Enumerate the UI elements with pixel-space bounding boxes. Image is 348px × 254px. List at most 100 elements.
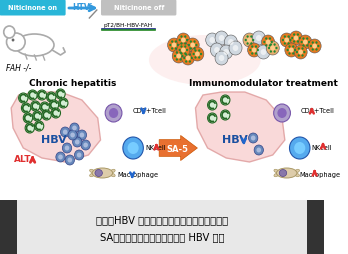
Circle shape [65,146,69,151]
Circle shape [310,45,312,47]
Circle shape [284,38,289,42]
Circle shape [248,43,261,57]
Circle shape [248,133,258,143]
FancyArrowPatch shape [159,135,197,161]
Circle shape [287,35,290,38]
Circle shape [246,35,249,38]
Circle shape [176,54,181,58]
Circle shape [262,35,275,49]
Circle shape [18,93,28,103]
Text: NKcell: NKcell [312,145,332,151]
Circle shape [185,60,187,63]
Circle shape [301,54,304,57]
Circle shape [293,40,295,43]
Circle shape [183,57,185,59]
Circle shape [308,41,310,43]
Ellipse shape [295,173,299,177]
Circle shape [65,155,74,165]
Circle shape [74,150,84,160]
Circle shape [172,42,176,47]
Circle shape [58,154,63,160]
Circle shape [254,145,263,155]
Circle shape [312,41,314,44]
Text: HBV: HBV [222,135,247,145]
Circle shape [294,142,305,154]
Circle shape [169,44,172,46]
Circle shape [243,33,256,47]
Circle shape [211,43,223,57]
Text: SA-5: SA-5 [167,145,189,153]
Circle shape [288,45,291,48]
Circle shape [274,104,291,122]
Text: CD8+Tcell: CD8+Tcell [301,108,334,114]
Circle shape [184,52,187,55]
Bar [0,200,324,254]
Circle shape [292,52,294,55]
Circle shape [70,123,79,133]
Circle shape [176,58,178,61]
Circle shape [182,51,195,65]
Circle shape [290,31,302,45]
Circle shape [289,39,292,41]
Circle shape [220,45,233,59]
Circle shape [179,39,181,41]
Circle shape [298,54,300,57]
Circle shape [270,45,275,51]
Circle shape [306,37,308,40]
Text: CD8+Tcell: CD8+Tcell [132,108,166,114]
Circle shape [245,39,247,41]
Circle shape [34,121,44,131]
Circle shape [247,38,252,42]
Circle shape [61,127,70,137]
Circle shape [37,90,47,100]
Circle shape [270,50,272,53]
Circle shape [123,137,143,159]
Circle shape [195,56,197,59]
Circle shape [274,50,276,53]
Circle shape [312,43,317,49]
Circle shape [83,142,88,148]
Ellipse shape [279,169,287,177]
Circle shape [177,43,190,57]
Circle shape [215,51,228,65]
Circle shape [206,33,219,47]
Circle shape [308,39,321,53]
Text: ALT: ALT [14,155,31,165]
Circle shape [31,101,40,111]
Circle shape [195,49,197,52]
Circle shape [228,39,234,45]
Circle shape [177,44,179,46]
Circle shape [297,33,299,36]
Circle shape [40,102,49,112]
Circle shape [266,40,270,44]
Circle shape [70,133,75,137]
Text: Niticinone off: Niticinone off [113,5,164,11]
Circle shape [188,44,190,46]
Text: pT2/BH-HBV-FAH: pT2/BH-HBV-FAH [104,24,153,28]
Circle shape [200,53,202,55]
Polygon shape [11,92,101,162]
Circle shape [4,26,15,38]
Circle shape [298,47,300,50]
Circle shape [287,42,290,45]
Circle shape [33,111,42,121]
Circle shape [284,42,286,45]
Circle shape [186,56,190,60]
Circle shape [180,35,183,38]
Circle shape [190,40,192,43]
Circle shape [167,38,181,52]
Circle shape [68,157,72,163]
Circle shape [59,98,68,108]
Ellipse shape [111,169,115,173]
Text: SA－５の免疫賦活化による抗 HBV 効果: SA－５の免疫賦活化による抗 HBV 効果 [100,232,224,242]
Circle shape [256,35,262,41]
Circle shape [302,44,304,47]
Text: NKcell: NKcell [145,145,166,151]
Circle shape [298,50,303,55]
Circle shape [62,143,72,153]
Circle shape [261,49,266,55]
Circle shape [47,92,56,102]
Circle shape [294,49,296,51]
Ellipse shape [295,169,299,173]
Circle shape [181,38,186,42]
